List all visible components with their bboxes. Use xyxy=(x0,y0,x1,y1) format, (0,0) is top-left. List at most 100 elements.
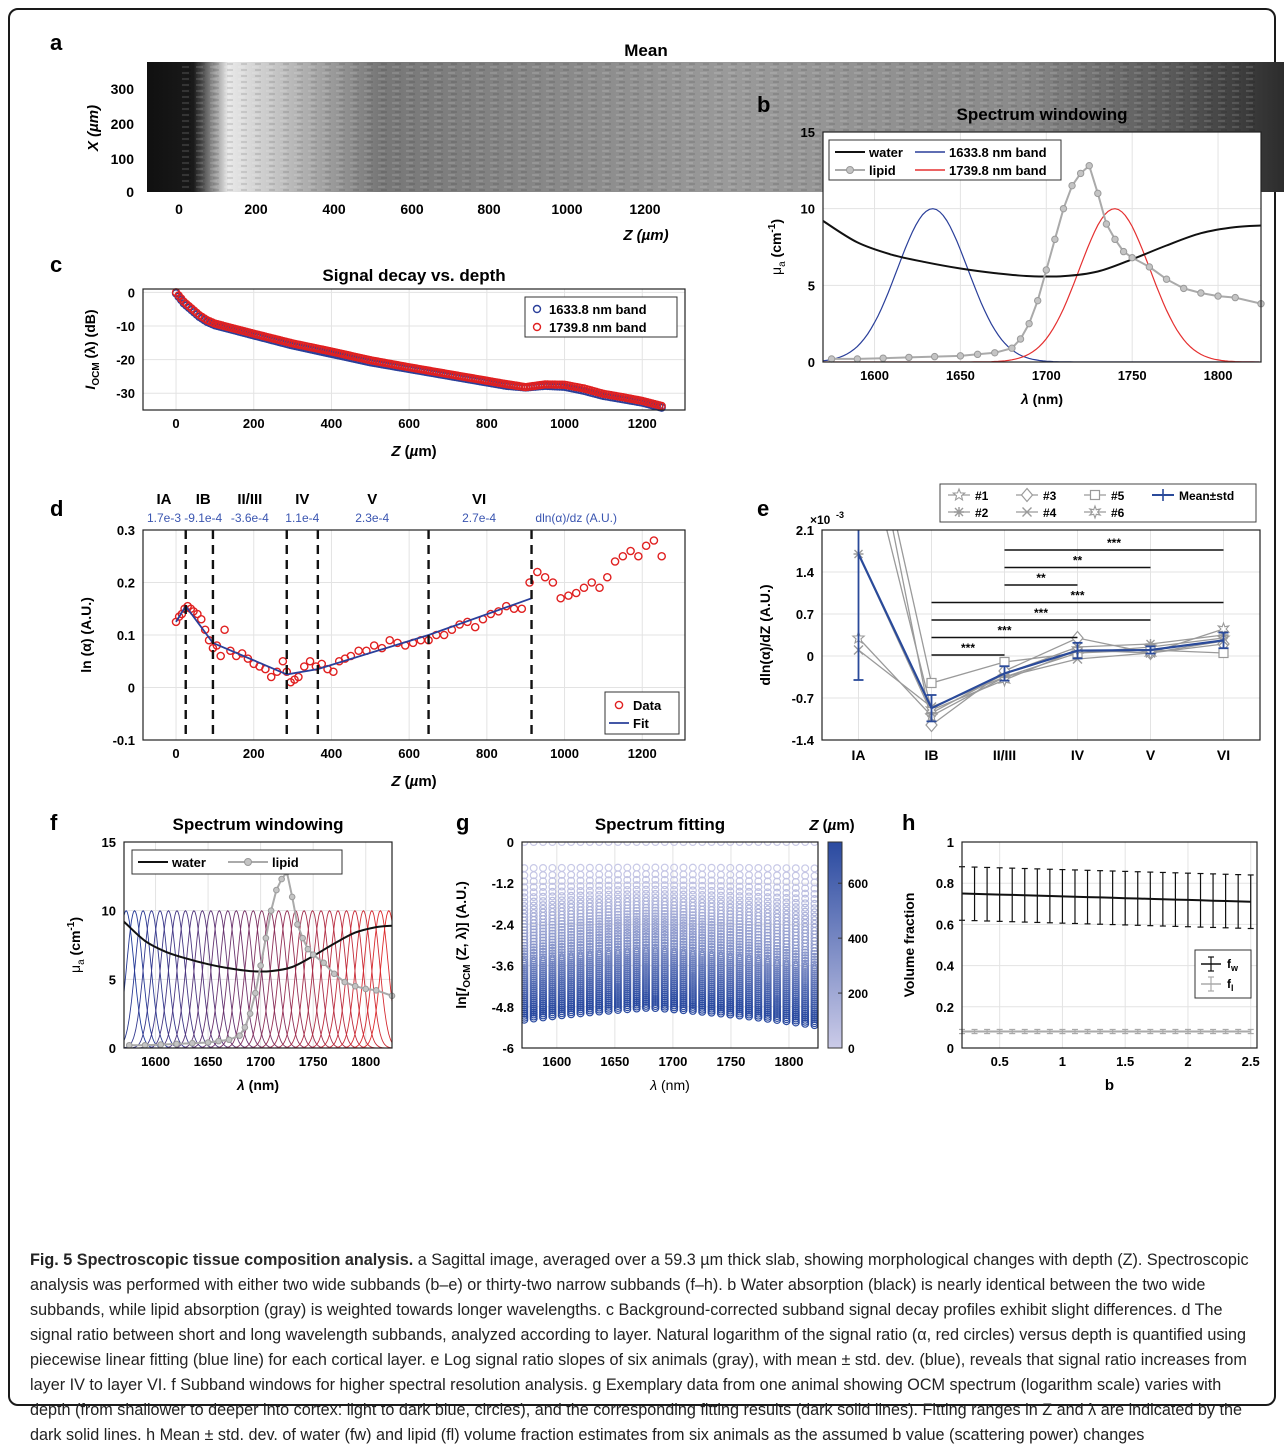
panel-a-ytick-100: 100 xyxy=(111,151,135,167)
x-tick-label: 0.5 xyxy=(991,1054,1009,1069)
subscript: a xyxy=(777,261,788,267)
lipid-marker xyxy=(1085,162,1093,170)
spectrum-point xyxy=(660,920,669,929)
spectrum-point xyxy=(754,939,763,948)
spectrum-point xyxy=(576,921,585,930)
spectrum-point xyxy=(698,933,707,942)
spectrum-point xyxy=(539,947,548,956)
spectrum-point xyxy=(623,939,632,948)
panel-a-ytick-200: 200 xyxy=(111,116,135,132)
spectrum-point xyxy=(642,924,651,933)
spectrum-point xyxy=(642,875,651,884)
spectrum-point xyxy=(754,924,763,933)
data-point xyxy=(556,593,565,603)
spectrum-point xyxy=(651,932,660,941)
y-tick-label: 0.2 xyxy=(936,1000,954,1015)
spectrum-point xyxy=(670,918,679,927)
spectrum-point xyxy=(595,842,604,846)
data-point xyxy=(533,567,542,577)
significance-label: ** xyxy=(1073,554,1083,568)
spectrum-point xyxy=(529,1014,538,1023)
unit: ) xyxy=(67,917,83,922)
spectrum-point xyxy=(529,893,538,902)
spectrum-point xyxy=(522,944,529,953)
lipid-marker xyxy=(252,989,259,997)
x-tick-label: 1000 xyxy=(550,416,579,431)
spectrum-point xyxy=(567,891,576,900)
spectrum-point xyxy=(651,925,660,934)
spectrum-point xyxy=(604,919,613,928)
legend-marker xyxy=(532,322,542,332)
marker-x xyxy=(1022,507,1032,517)
subscript: OCM xyxy=(91,362,102,385)
marker-pentagram xyxy=(951,487,967,502)
legend-box xyxy=(604,691,680,735)
spectrum-point xyxy=(604,924,613,933)
spectrum-point xyxy=(698,891,707,900)
spectrum-point xyxy=(548,943,557,952)
spectrum-point xyxy=(726,896,735,905)
spectrum-point xyxy=(529,919,538,928)
lipid-marker xyxy=(246,1010,254,1017)
lipid-marker xyxy=(257,962,264,969)
spectrum-point xyxy=(585,937,594,946)
spectrum-point xyxy=(782,888,791,897)
spectrum-point xyxy=(688,905,697,914)
data-point xyxy=(610,557,620,566)
panel-h-letter: h xyxy=(902,810,915,835)
spectrum-point xyxy=(529,883,538,892)
spectrum-point xyxy=(567,1010,576,1019)
spectrum-point xyxy=(726,919,735,928)
spectrum-point xyxy=(557,882,566,891)
subband-window xyxy=(357,910,392,1048)
spectrum-point xyxy=(557,934,566,943)
spectrum-point xyxy=(539,918,548,927)
lipid-marker xyxy=(973,350,982,359)
spectrum-point xyxy=(735,914,744,923)
symbol: λ xyxy=(1020,391,1029,407)
lipid-marker xyxy=(273,886,280,894)
spectrum-point xyxy=(670,842,679,846)
spectrum-point xyxy=(585,881,594,890)
spectrum-point xyxy=(567,842,576,846)
spectrum-point xyxy=(744,923,753,932)
lipid-marker xyxy=(262,934,270,942)
data-point xyxy=(587,578,597,587)
spectrum-point xyxy=(735,1011,744,1020)
spectrum-point xyxy=(632,885,641,894)
spectrum-point xyxy=(735,882,744,891)
spectrum-point xyxy=(651,875,660,884)
spectrum-point xyxy=(744,917,753,926)
data-point xyxy=(216,651,226,661)
spectrum-point xyxy=(744,938,753,947)
slope-header: dln(α)/dz (A.U.) xyxy=(535,511,617,525)
panel-a-xtick-600: 600 xyxy=(400,201,424,217)
spectrum-point xyxy=(604,890,613,899)
legend-label-water: water xyxy=(868,145,903,160)
legend-marker xyxy=(244,858,252,866)
spectrum-point xyxy=(539,942,548,951)
spectrum-point xyxy=(679,926,688,935)
spectrum-point xyxy=(585,934,594,943)
chart-h: 0.5 1 1.5 2 2.5 0 0.2 0.4 0.6 0.8 1 Volume fraction… xyxy=(901,835,1260,1094)
spectrum-point xyxy=(522,883,529,892)
panel-a-letter: a xyxy=(50,30,63,55)
spectrum-point xyxy=(763,943,772,952)
spectrum-point xyxy=(763,940,772,949)
legend-label: #2 xyxy=(975,506,989,520)
x-tick-label: 1600 xyxy=(542,1054,571,1069)
spectrum-point xyxy=(679,913,688,922)
spectrum-point xyxy=(595,886,604,895)
spectrum-point xyxy=(698,922,707,931)
data-point xyxy=(385,635,395,645)
spectrum-point xyxy=(707,886,716,895)
spectrum-point xyxy=(791,898,800,907)
y-tick-label: -0.7 xyxy=(792,691,814,706)
lipid-marker xyxy=(827,355,836,363)
lipid-marker xyxy=(1008,344,1016,352)
spectrum-point xyxy=(660,939,669,948)
spectrum-point xyxy=(782,951,791,960)
spectrum-point xyxy=(539,924,548,933)
series-line-#2 xyxy=(857,553,1224,714)
x-tick-label: 200 xyxy=(243,416,265,431)
